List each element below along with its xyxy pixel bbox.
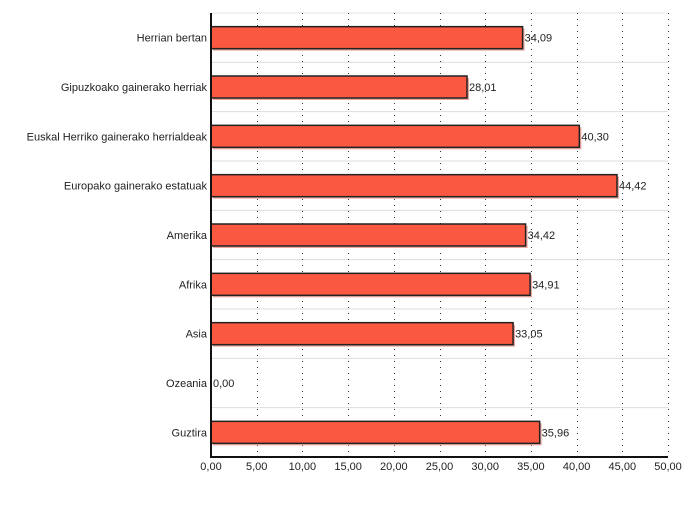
- x-tick-label: 30,00: [471, 461, 499, 473]
- category-label: Europako gainerako estatuak: [64, 181, 208, 193]
- x-tick-label: 50,00: [654, 461, 682, 473]
- value-label: 34,09: [525, 33, 553, 45]
- x-tick-label: 20,00: [380, 461, 408, 473]
- category-label: Euskal Herriko gainerako herrialdeak: [27, 131, 208, 143]
- x-tick-label: 25,00: [426, 461, 454, 473]
- value-label: 28,01: [469, 82, 497, 94]
- x-tick-label: 35,00: [517, 461, 545, 473]
- x-tick-label: 15,00: [334, 461, 362, 473]
- bar: [210, 124, 581, 149]
- value-label: 0,00: [213, 378, 234, 390]
- value-label: 34,42: [528, 230, 556, 242]
- value-label: 33,05: [515, 329, 543, 341]
- category-label: Herrian bertan: [137, 33, 207, 45]
- bar: [210, 272, 531, 297]
- value-label: 35,96: [542, 427, 570, 439]
- category-label: Gipuzkoako gainerako herriak: [61, 82, 208, 94]
- category-label: Ozeania: [166, 378, 208, 390]
- value-label: 40,30: [581, 131, 609, 143]
- bar: [210, 321, 514, 346]
- x-tick-label: 45,00: [609, 461, 637, 473]
- bar: [210, 75, 468, 99]
- category-label: Amerika: [167, 230, 208, 242]
- bar: [210, 223, 527, 247]
- category-label: Guztira: [172, 427, 208, 439]
- bar: [210, 25, 524, 50]
- category-label: Asia: [186, 329, 208, 341]
- x-tick-label: 40,00: [563, 461, 591, 473]
- bar: [210, 173, 618, 198]
- value-label: 44,42: [619, 181, 647, 193]
- x-tick-label: 5,00: [246, 461, 267, 473]
- x-tick-label: 10,00: [289, 461, 317, 473]
- value-label: 34,91: [532, 279, 560, 291]
- bar: [210, 420, 541, 445]
- category-label: Afrika: [179, 279, 208, 291]
- x-tick-label: 0,00: [200, 461, 221, 473]
